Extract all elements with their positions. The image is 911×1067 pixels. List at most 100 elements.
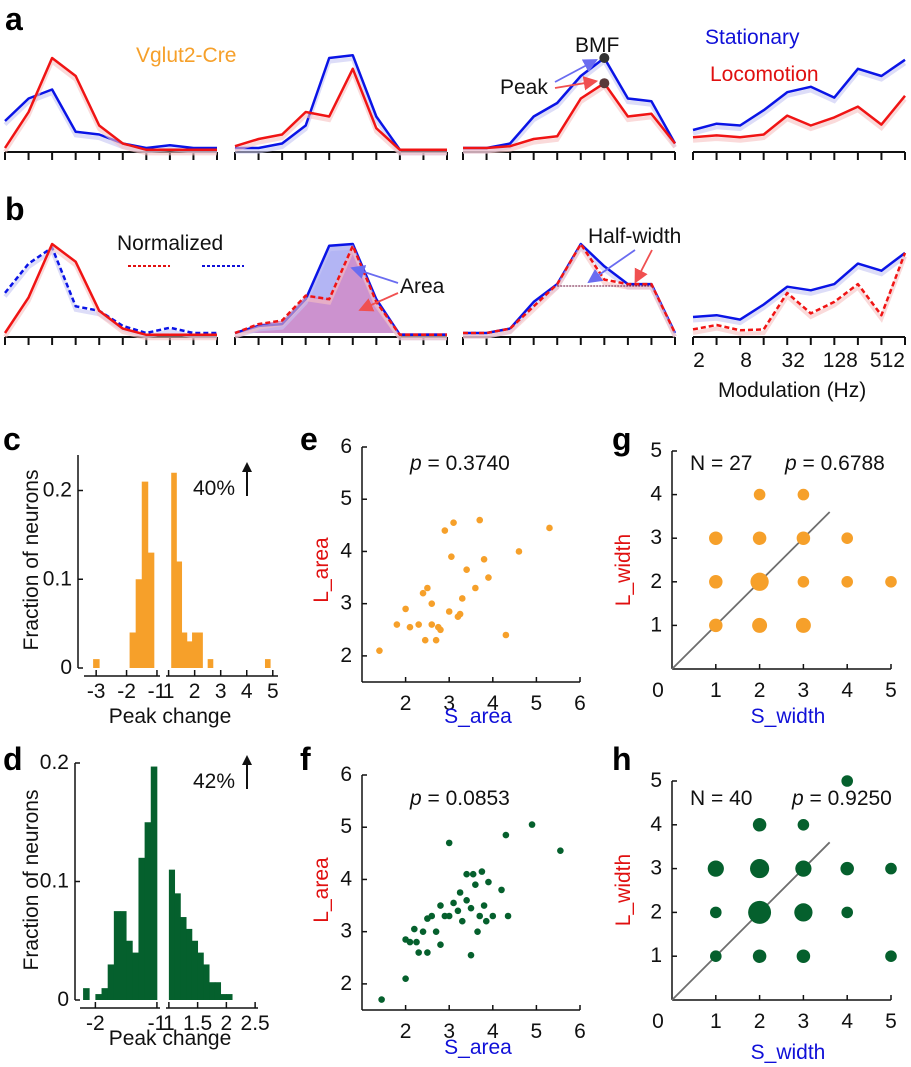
ylabel-e: L_area <box>310 537 333 603</box>
y-tick-label: 5 <box>650 439 662 462</box>
scatter-point <box>498 886 505 894</box>
scatter-point <box>406 938 414 946</box>
x-tick-label: 5 <box>885 679 897 702</box>
panel-letter-g: g <box>612 421 632 457</box>
panel-letter-e: e <box>300 421 318 457</box>
panel-b: 2 8 32 128 512 <box>3 242 907 372</box>
area-label: Area <box>400 275 445 298</box>
locomotion-line <box>692 95 906 139</box>
scatter-point <box>419 928 427 935</box>
xlabel-e: S_area <box>444 705 512 728</box>
y-tick-label: 4 <box>340 867 352 890</box>
hist-bar <box>120 911 127 1000</box>
scatter-point <box>415 949 422 956</box>
scatter-point <box>485 574 492 581</box>
bubble-point <box>841 576 853 588</box>
n-g: N = 27 <box>690 452 752 475</box>
stationary-shadow <box>692 61 907 136</box>
hist-bar <box>192 632 198 668</box>
percent-arrow-head <box>242 462 252 472</box>
scatter-point <box>502 631 510 639</box>
scatter-point <box>489 912 497 920</box>
scatter-point <box>437 626 444 634</box>
bubble-point <box>885 576 897 588</box>
xlabel-h: S_width <box>751 1041 826 1064</box>
area-arrow-blue <box>350 265 399 284</box>
n-h: N = 40 <box>690 787 752 810</box>
scatter-point <box>458 917 466 925</box>
x-tick-label: 2 <box>693 349 705 372</box>
scatter-point <box>456 889 464 896</box>
peak-arrow <box>554 76 599 91</box>
pvalue-h: p = 0.9250 <box>791 787 892 810</box>
scatter-point <box>474 928 481 935</box>
locomotion-shadow <box>463 84 677 154</box>
x-tick-label: 1 <box>163 680 175 703</box>
y-tick-label: 0 <box>60 656 72 679</box>
bubble-point <box>794 903 813 922</box>
y-tick-label: 3 <box>650 857 662 880</box>
scatter-point <box>445 912 453 920</box>
x-tick-label: 1 <box>710 1010 722 1033</box>
scatter-point <box>448 553 455 560</box>
halfwidth-arrow-red <box>634 249 653 284</box>
locomotion-shadow <box>234 67 447 156</box>
hist-bar <box>181 632 188 668</box>
y-tick-label: 0.1 <box>40 870 69 893</box>
hist-bar <box>176 561 183 668</box>
stationary-line <box>692 58 906 132</box>
scatter-point <box>415 621 422 628</box>
hist-bar <box>209 982 216 1000</box>
scatter-point <box>480 902 488 909</box>
hist-bar <box>197 632 203 668</box>
bubble-point <box>841 906 853 919</box>
x-tick-label: -3 <box>87 680 106 703</box>
scatter-point <box>441 527 449 534</box>
ylabel-d: Fraction of neurons <box>20 790 43 971</box>
scatter-point <box>472 584 479 592</box>
ylabel-h: L_width <box>612 854 635 926</box>
xlabel-g: S_width <box>751 705 826 728</box>
y-tick-label: 1 <box>650 944 662 967</box>
bubble-point <box>796 531 811 545</box>
ylabel-f: L_area <box>310 857 333 923</box>
scatter-point <box>546 524 553 532</box>
x-tick-label: -2 <box>117 680 136 703</box>
bubble-point <box>795 617 811 633</box>
y-tick-label: 3 <box>650 526 662 549</box>
scatter-point <box>515 548 523 555</box>
panel-g: 1 2 3 4 5 0 1 2 3 4 5 <box>650 439 897 702</box>
x-tick-label: 3 <box>798 1010 810 1033</box>
bubble-point <box>885 950 897 962</box>
scatter-point <box>376 647 383 654</box>
y-tick-label: 2 <box>340 972 352 995</box>
scatter-point <box>428 621 436 628</box>
hist-bar <box>132 952 139 1000</box>
x-tick-label: 2.5 <box>241 1012 270 1035</box>
scatter-point <box>402 605 409 613</box>
hist-bar <box>135 579 143 668</box>
scatter-point <box>428 600 436 607</box>
locomotion-line <box>3 242 217 337</box>
scatter-point <box>463 870 470 878</box>
panel-letter-a: a <box>5 1 23 37</box>
hist-bar <box>83 988 90 1000</box>
panel-h: 1 2 3 4 5 0 1 2 3 4 5 <box>650 769 897 1033</box>
hist-bar <box>126 940 133 1000</box>
stationary-shadow <box>692 254 907 326</box>
locomotion-line <box>234 67 447 152</box>
x-tick-label: -1 <box>148 680 167 703</box>
half-width-label: Half-width <box>588 225 681 248</box>
x-tick-label: 4 <box>487 1020 499 1043</box>
x-tick-label: 32 <box>782 349 805 372</box>
percent-arrow-head <box>242 755 252 765</box>
y-tick-label: 6 <box>340 763 352 786</box>
locomotion-shadow <box>3 244 217 341</box>
bubble-point <box>752 818 767 832</box>
stationary-shadow <box>463 244 677 339</box>
hist-bar <box>197 952 204 1000</box>
scatter-point <box>437 941 444 949</box>
stationary-legend: Stationary <box>705 26 800 49</box>
panel-e: 2 3 4 5 6 2 3 4 5 6 <box>340 435 586 715</box>
y-tick-label: 0 <box>57 988 69 1011</box>
